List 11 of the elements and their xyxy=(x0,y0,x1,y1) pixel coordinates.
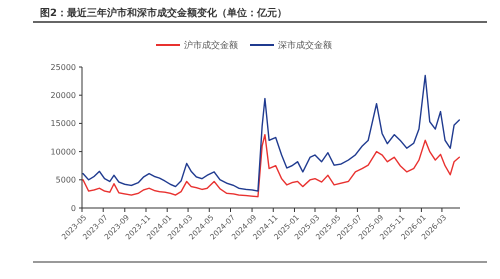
y-tick-label: 10000 xyxy=(50,147,76,156)
line-series xyxy=(82,134,460,198)
line-series xyxy=(82,74,460,192)
legend-label: 沪市成交金额 xyxy=(184,40,238,52)
y-tick-label: 15000 xyxy=(50,119,76,128)
chart-title: 图2：最近三年沪市和深市成交金额变化（单位：亿元） xyxy=(40,7,287,19)
y-tick-label: 20000 xyxy=(50,91,76,100)
legend-label: 深市成交金额 xyxy=(278,40,332,52)
y-tick-label: 0 xyxy=(70,204,76,213)
y-tick-label: 5000 xyxy=(56,176,76,185)
y-tick-label: 25000 xyxy=(50,62,76,72)
